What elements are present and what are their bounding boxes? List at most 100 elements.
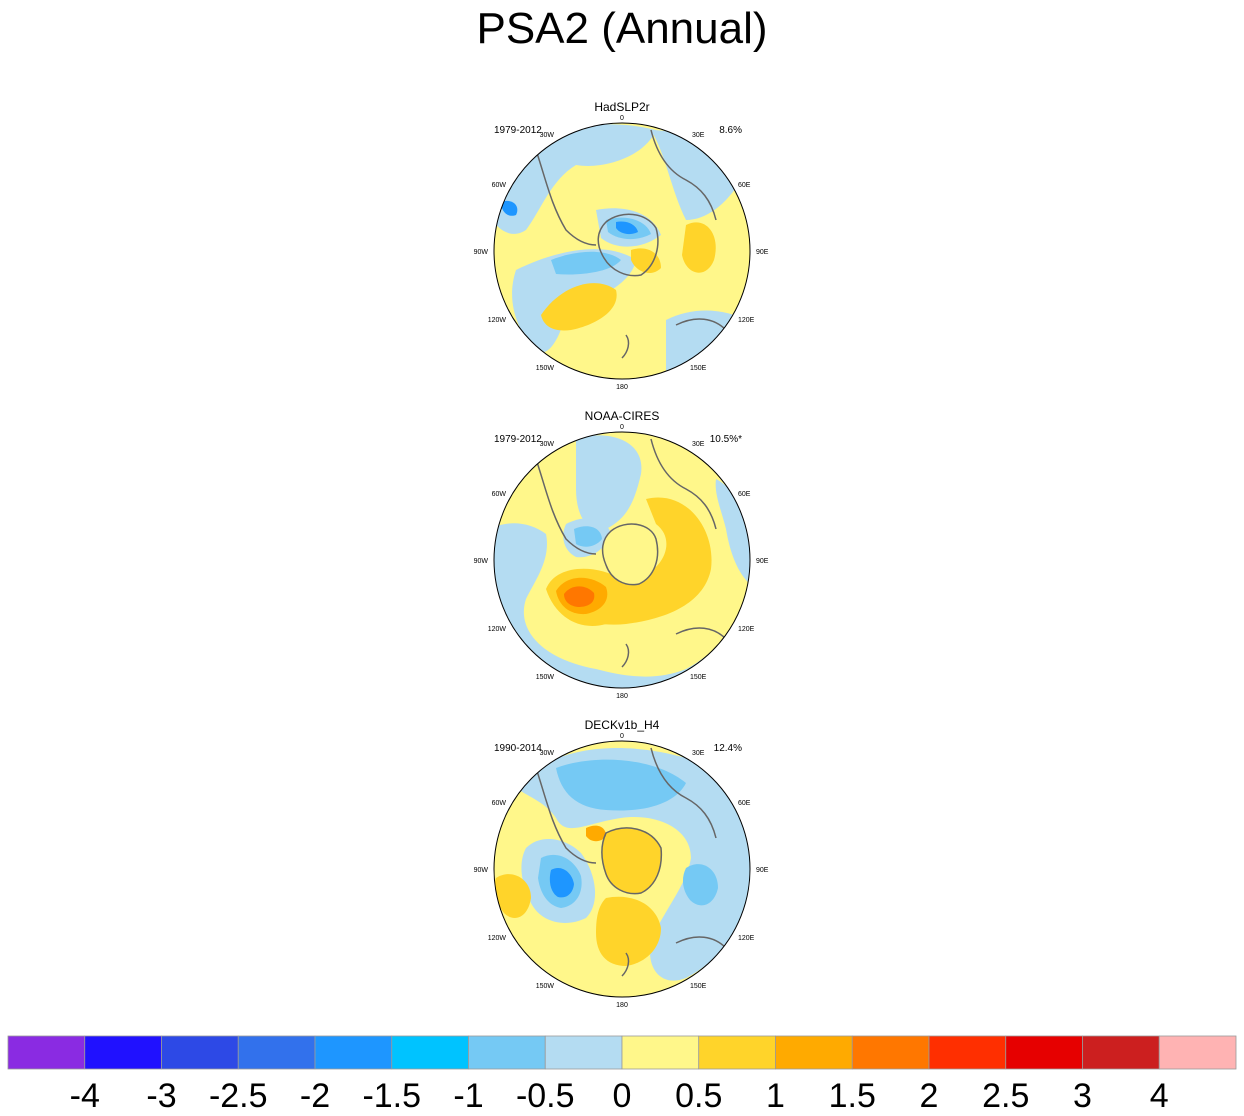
lon-label: 60E	[738, 800, 751, 807]
lon-label: 90E	[756, 558, 769, 565]
lon-label: 0	[620, 115, 624, 122]
colorbar-tick-label: 0.5	[675, 1077, 722, 1115]
colorbar-tick-label: -2	[300, 1077, 330, 1115]
polar-map: 0 30E 60E 90E 120E 150E 180 150W 120W 90…	[474, 733, 769, 1008]
south-america-coastline	[535, 458, 597, 555]
lon-label: 30E	[692, 441, 705, 448]
anomaly-region	[556, 759, 686, 811]
new-zealand-coastline	[621, 952, 630, 977]
colorbar-tick-label: -1	[453, 1077, 483, 1115]
panel-percent: 10.5%*	[709, 434, 742, 445]
colorbar-tick-label: 4	[1150, 1077, 1169, 1115]
anomaly-region	[494, 523, 750, 688]
colorbar-box	[7, 1035, 86, 1070]
anomaly-region	[494, 874, 531, 918]
lon-label: 30W	[540, 441, 555, 448]
anomaly-region	[541, 283, 617, 331]
panel-title: NOAA-CIRES	[584, 409, 660, 423]
anomaly-region	[564, 586, 595, 607]
panel-title: HadSLP2r	[594, 100, 650, 114]
lon-label: 30W	[540, 132, 555, 139]
lon-label: 30W	[540, 750, 555, 757]
lon-label: 60W	[492, 800, 507, 807]
map-panel-deckv1b-h4: DECKv1b_H4 1990-2014 12.4% 0 30E 60E 90E	[0, 718, 1244, 1028]
polar-map: 0 30E 60E 90E 120E 150E 180 150W 120W 90…	[474, 424, 769, 699]
lon-label: 60W	[492, 182, 507, 189]
anomaly-region	[631, 248, 661, 274]
anomaly-region	[586, 825, 606, 842]
lon-label: 120E	[738, 317, 755, 324]
colorbar-box	[468, 1035, 546, 1070]
lon-label: 60E	[738, 182, 751, 189]
south-america-coastline	[535, 767, 597, 864]
colorbar-tick-label: -1.5	[362, 1077, 421, 1115]
lon-label: 150W	[536, 674, 555, 681]
lon-label: 120W	[488, 935, 507, 942]
lon-label: 180	[616, 1002, 628, 1008]
anomaly-region	[616, 221, 638, 235]
map-panel-noaa-cires: NOAA-CIRES 1979-2012 10.5%* 0 30E 60E 90…	[0, 409, 1244, 719]
colorbar-tick-labels: -4 -3 -2.5 -2 -1.5 -1 -0.5 0 0.5 1 1.5 2 2.5 3 4	[70, 1077, 1169, 1115]
colorbar-box	[621, 1035, 700, 1070]
anomaly-region	[682, 864, 718, 906]
anomaly-region	[516, 748, 750, 981]
lon-label: 150W	[536, 983, 555, 990]
antarctica-coastline	[601, 827, 663, 895]
colorbar-tick-label: -3	[146, 1077, 176, 1115]
colorbar-box	[237, 1035, 316, 1070]
new-zealand-coastline	[621, 643, 630, 668]
panel-percent: 12.4%	[713, 743, 742, 754]
lon-label: 30E	[692, 132, 705, 139]
colorbar-box	[698, 1035, 776, 1070]
colorbar-box	[775, 1035, 853, 1070]
lon-label: 150E	[690, 365, 707, 372]
colorbar-box	[1082, 1035, 1160, 1070]
colorbar-tick-label: 2.5	[982, 1077, 1029, 1115]
antarctica-coastline	[597, 213, 659, 277]
lon-label: 90E	[756, 867, 769, 874]
panel-period: 1979-2012	[494, 125, 542, 136]
colorbar-tick-label: -0.5	[516, 1077, 575, 1115]
colorbar-box	[161, 1035, 239, 1070]
anomaly-region	[574, 526, 602, 547]
anomaly-region	[501, 200, 518, 216]
anomaly-region	[601, 828, 662, 894]
colorbar-box	[391, 1035, 469, 1070]
colorbar-tick-label: 1	[766, 1077, 785, 1115]
lon-label: 60E	[738, 491, 751, 498]
colorbar-box	[84, 1035, 162, 1070]
colorbar-box	[1158, 1035, 1237, 1070]
colorbar-tick-label: -2.5	[209, 1077, 268, 1115]
lon-label: 150E	[690, 983, 707, 990]
map-border	[493, 740, 751, 998]
figure-title: PSA2 (Annual)	[476, 4, 768, 53]
lon-label: 90W	[474, 867, 489, 874]
colorbar-box	[1005, 1035, 1083, 1070]
lon-label: 90W	[474, 249, 489, 256]
lon-label: 60W	[492, 491, 507, 498]
anomaly-region	[682, 222, 716, 273]
colorbar-box	[851, 1035, 930, 1070]
map-border	[493, 122, 751, 380]
antarctica-coastline	[601, 523, 659, 586]
colorbar-boxes	[7, 1035, 1237, 1070]
map-panel-hadslp2r: HadSLP2r 1979-2012 8.6% 0 30E 60E	[0, 100, 1244, 410]
africa-coastline	[650, 438, 717, 530]
lon-label: 120W	[488, 626, 507, 633]
lon-label: 180	[616, 693, 628, 699]
lon-label: 30E	[692, 750, 705, 757]
lon-label: 120W	[488, 317, 507, 324]
panel-percent: 8.6%	[719, 125, 742, 136]
lon-label: 180	[616, 384, 628, 390]
map-border	[493, 431, 751, 689]
anomaly-region	[549, 867, 574, 898]
panel-period: 1979-2012	[494, 434, 542, 445]
anomaly-region	[651, 130, 741, 220]
lon-label: 150W	[536, 365, 555, 372]
anomaly-region	[596, 896, 661, 966]
south-america-coastline	[535, 149, 597, 246]
panel-title: DECKv1b_H4	[584, 718, 660, 732]
lon-label: 0	[620, 733, 624, 740]
anomaly-region	[576, 435, 642, 530]
panel-period: 1990-2014	[494, 743, 542, 754]
